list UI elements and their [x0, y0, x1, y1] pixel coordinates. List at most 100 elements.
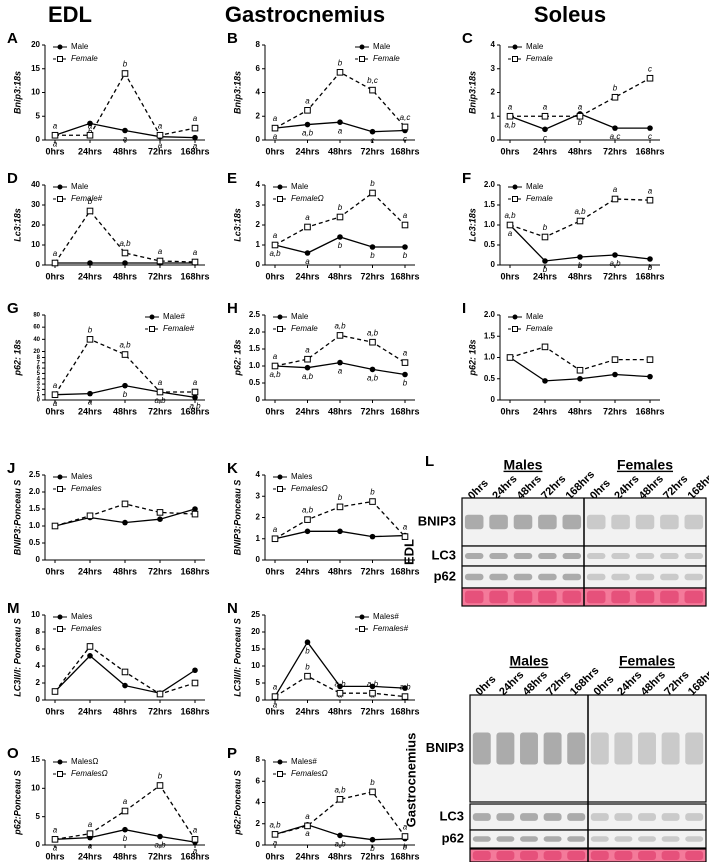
y-tick-label: 7 — [37, 360, 41, 366]
point — [304, 528, 311, 535]
y-tick-label: 10 — [31, 88, 40, 97]
legend-marker — [57, 626, 63, 632]
legend-marker — [512, 56, 518, 62]
significance-label: b — [403, 379, 408, 388]
point — [156, 509, 164, 516]
significance-label: a — [543, 102, 548, 111]
x-tick-label: 72hrs — [148, 706, 172, 716]
y-tick-label: 6 — [37, 366, 41, 372]
y-tick-label: 2 — [491, 88, 496, 97]
point — [369, 86, 376, 94]
band — [464, 573, 484, 581]
point — [122, 127, 128, 134]
significance-label: a — [578, 102, 583, 111]
significance-label: a — [53, 399, 58, 408]
x-tick-label: 24hrs — [78, 566, 102, 576]
point — [121, 668, 129, 676]
point — [192, 394, 198, 401]
band — [661, 836, 680, 842]
x-tick-label: 0hrs — [45, 406, 64, 416]
series-line — [509, 198, 651, 238]
significance-label: a — [403, 349, 408, 358]
legend-marker — [512, 196, 518, 202]
significance-label: c — [648, 132, 652, 141]
significance-label: a,c — [610, 132, 621, 141]
y-tick-label: 8 — [37, 355, 41, 361]
band — [567, 813, 586, 821]
legend-marker — [57, 184, 63, 190]
significance-label: a — [305, 345, 310, 354]
legend-marker — [512, 184, 518, 190]
band — [660, 514, 679, 530]
group-label: Males — [510, 653, 549, 669]
y-tick-label: 0.5 — [249, 378, 261, 387]
legend-marker — [57, 56, 63, 62]
x-tick-label: 48hrs — [113, 271, 137, 281]
significance-label: a,b — [504, 120, 516, 129]
point — [87, 653, 93, 659]
x-tick-label: 72hrs — [360, 566, 384, 576]
band — [611, 553, 630, 559]
x-tick-label: 0hrs — [500, 146, 519, 156]
y-tick-label: 4 — [256, 88, 261, 97]
point — [86, 207, 94, 215]
x-tick-label: 24hrs — [78, 706, 102, 716]
legend-label: Males# — [373, 612, 399, 621]
significance-label: c — [403, 135, 407, 144]
y-tick-label: 1.0 — [29, 521, 41, 530]
significance-label: b — [543, 265, 548, 274]
y-tick-label: 3 — [491, 64, 496, 73]
significance-label: a — [273, 114, 278, 123]
significance-label: a,b — [367, 374, 379, 383]
band — [635, 573, 655, 581]
significance-label: a,b — [399, 683, 411, 692]
y-tick-label: 0.5 — [29, 538, 41, 547]
x-tick-label: 168hrs — [180, 406, 209, 416]
significance-label: a — [648, 186, 653, 195]
y-axis-label: Lc3:18s — [12, 208, 22, 242]
point — [402, 685, 408, 691]
protein-label: p62 — [434, 568, 456, 583]
point — [157, 833, 163, 840]
point — [191, 124, 199, 132]
point — [191, 679, 199, 687]
point — [156, 388, 164, 396]
y-tick-label: 2.0 — [249, 327, 261, 336]
point — [86, 336, 94, 343]
x-tick-label: 48hrs — [328, 566, 352, 576]
x-tick-label: 168hrs — [390, 146, 419, 156]
significance-label: a — [305, 213, 310, 222]
point — [304, 639, 311, 645]
panel-label: B — [227, 30, 238, 47]
point — [336, 689, 344, 697]
y-tick-label: 1.5 — [29, 504, 41, 513]
y-tick-label: 2.5 — [29, 470, 41, 479]
y-tick-label: 1.5 — [249, 344, 261, 353]
point — [646, 74, 654, 82]
panel-label: N — [227, 600, 238, 617]
band — [611, 514, 630, 530]
point — [369, 338, 376, 346]
legend-marker — [57, 759, 63, 765]
point — [122, 682, 128, 689]
panel-label: C — [462, 30, 473, 47]
significance-label: a,b — [189, 401, 201, 410]
x-tick-label: 72hrs — [360, 146, 384, 156]
point — [271, 124, 279, 132]
point — [336, 213, 344, 221]
y-tick-label: 0 — [36, 840, 41, 849]
band — [513, 514, 533, 530]
significance-label: b — [88, 197, 93, 206]
panel-label: K — [227, 460, 238, 477]
y-tick-label: 0 — [256, 555, 261, 564]
x-tick-label: 0hrs — [265, 706, 284, 716]
point — [612, 252, 618, 258]
band — [538, 514, 557, 530]
band — [660, 573, 679, 581]
panel-label: H — [227, 300, 238, 317]
band — [635, 590, 655, 604]
point — [51, 688, 59, 695]
band — [638, 813, 656, 821]
significance-label: a — [193, 378, 198, 387]
y-tick-label: 6 — [256, 64, 261, 73]
